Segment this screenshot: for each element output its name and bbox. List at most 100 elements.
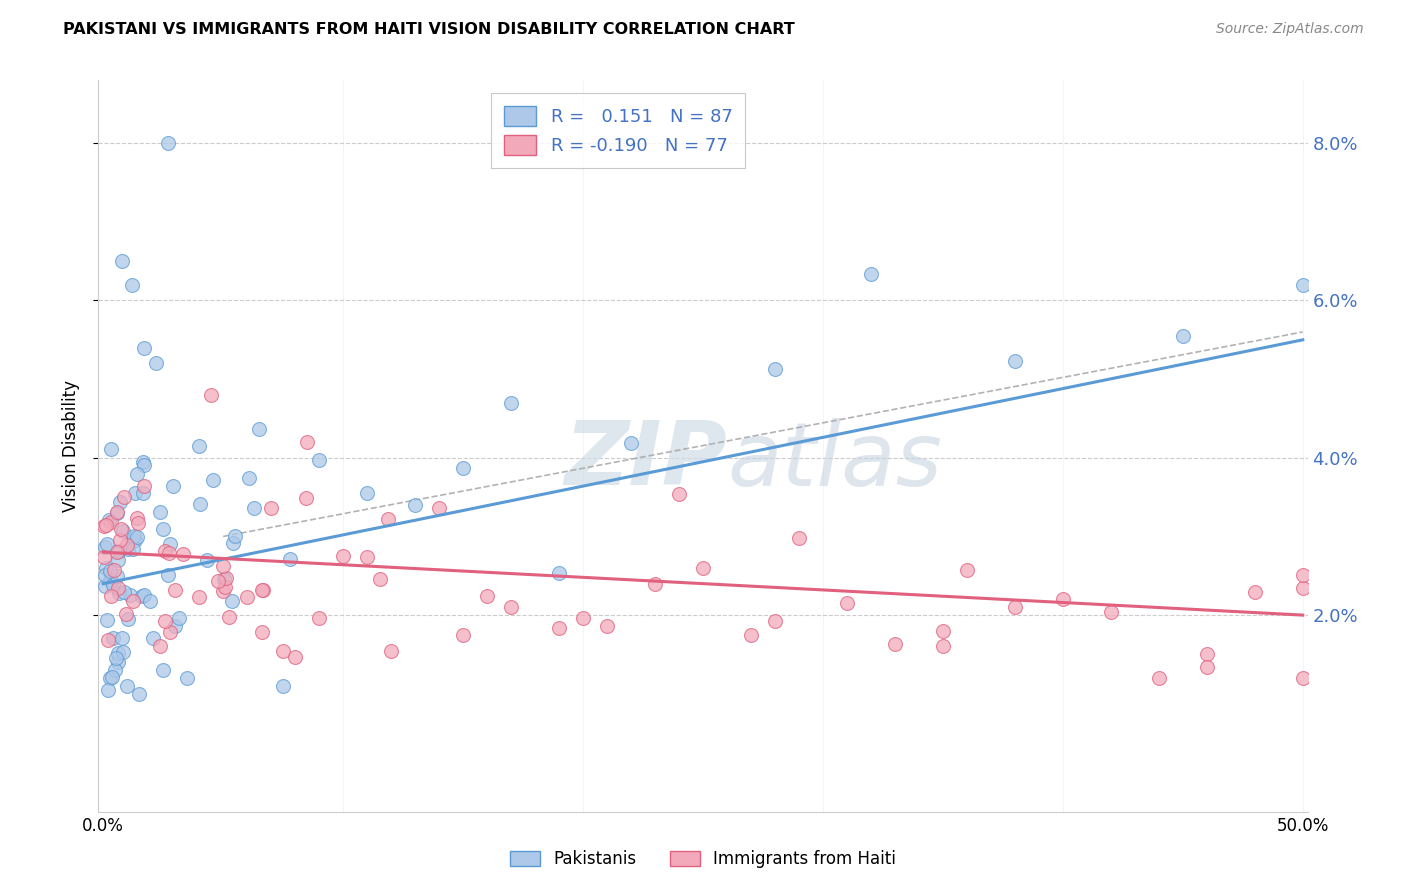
Point [499,396,522,410]
Point [96,537,118,551]
Point [112,490,135,504]
Point [121,277,143,292]
Point [132,458,155,472]
Point [153,544,176,558]
Point [195,552,218,566]
Point [451,460,474,475]
Point [271,644,294,658]
Point [156,568,179,582]
Point [238,471,260,485]
Point [1195,648,1218,662]
Point [107,506,129,520]
Point [97,633,120,648]
Point [139,594,162,608]
Point [97,683,120,698]
Point [98,564,121,578]
Point [105,569,128,583]
Point [835,596,858,610]
Point [884,636,907,650]
Point [111,254,134,268]
Point [97,513,120,527]
Point [107,646,129,660]
Point [202,474,225,488]
Point [221,594,243,608]
Point [956,563,979,577]
Point [159,536,181,550]
Point [1292,581,1315,595]
Point [377,512,399,526]
Point [115,679,138,693]
Point [932,624,955,638]
Point [94,540,117,554]
Point [271,679,294,693]
Point [100,589,122,603]
Point [100,574,122,588]
Point [427,501,450,516]
Point [308,611,330,625]
Point [165,582,187,597]
Point [112,524,135,539]
Point [308,452,330,467]
Point [108,543,131,558]
Point [1004,599,1026,614]
Point [236,590,259,604]
Point [131,589,153,603]
Point [105,545,128,559]
Point [368,573,391,587]
Point [124,486,146,500]
Point [212,584,235,599]
Point [108,495,131,509]
Point [108,585,131,599]
Point [356,486,378,500]
Point [176,671,198,685]
Point [188,439,211,453]
Point [125,510,148,524]
Point [620,436,643,450]
Point [1147,671,1170,685]
Point [104,663,127,677]
Point [115,538,138,552]
Point [156,136,179,151]
Text: atlas: atlas [727,417,942,504]
Point [548,566,571,581]
Legend: Pakistanis, Immigrants from Haiti: Pakistanis, Immigrants from Haiti [503,844,903,875]
Point [692,560,714,574]
Point [124,529,146,543]
Point [1171,328,1194,343]
Point [859,267,882,281]
Point [356,549,378,564]
Point [1099,605,1122,619]
Point [172,547,194,561]
Point [114,585,136,599]
Point [115,607,138,621]
Point [499,600,522,615]
Point [124,533,146,547]
Point [117,541,139,556]
Point [294,491,316,505]
Point [142,632,165,646]
Point [200,388,222,402]
Point [548,621,571,635]
Point [111,645,134,659]
Point [117,612,139,626]
Point [252,625,274,640]
Point [596,618,619,632]
Point [260,500,283,515]
Point [121,594,143,608]
Point [105,650,128,665]
Point [111,631,134,645]
Point [159,624,181,639]
Point [110,522,132,536]
Point [252,582,274,597]
Point [101,669,124,683]
Point [222,535,245,549]
Point [121,542,143,557]
Point [101,578,124,592]
Point [284,650,307,665]
Text: Source: ZipAtlas.com: Source: ZipAtlas.com [1216,22,1364,37]
Point [107,582,129,596]
Point [163,619,186,633]
Point [153,615,176,629]
Point [105,505,128,519]
Point [380,644,402,658]
